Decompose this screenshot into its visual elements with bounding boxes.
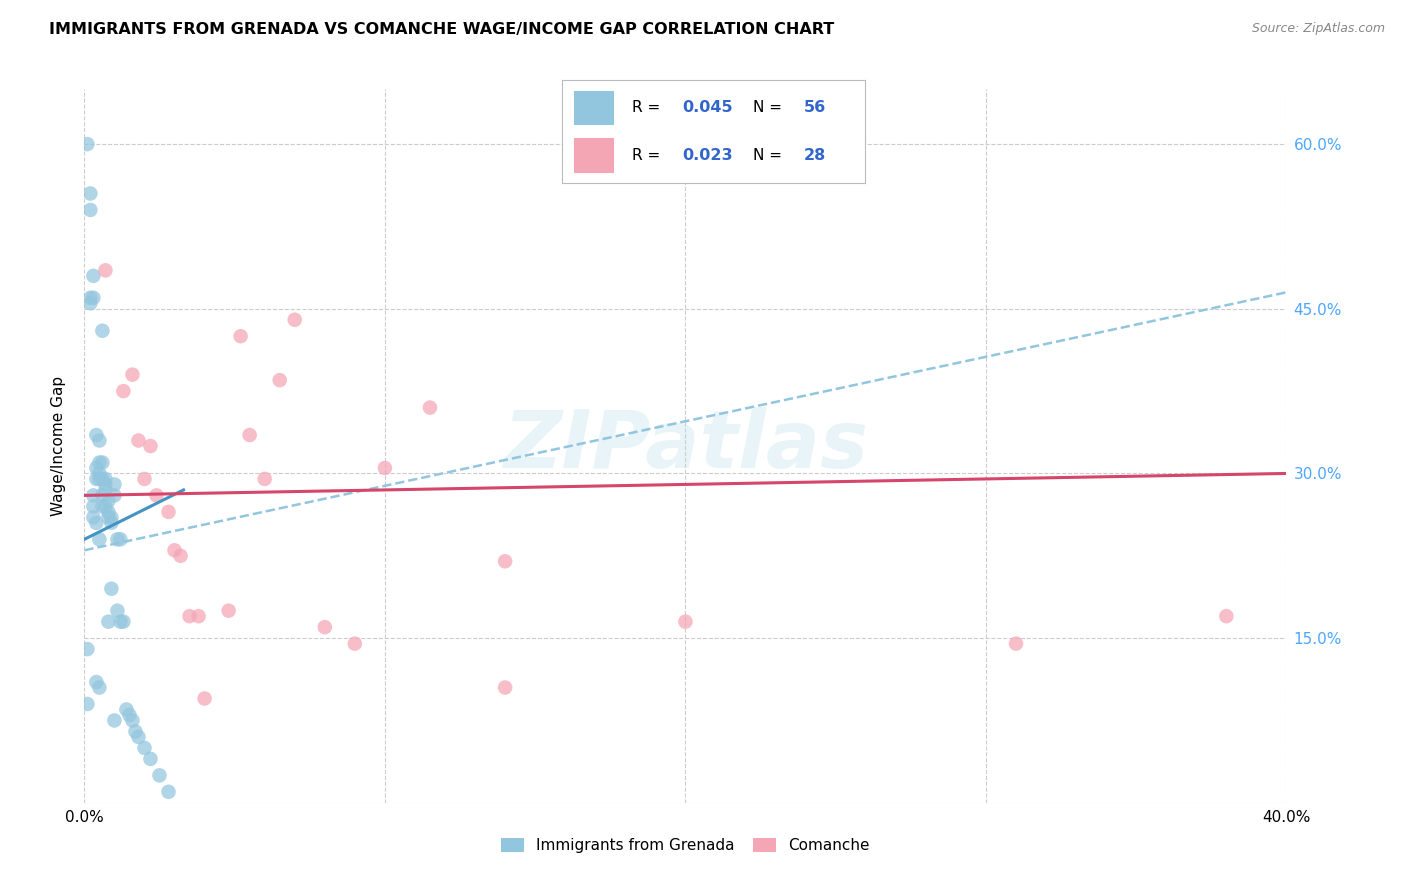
Point <box>253 472 276 486</box>
Point <box>218 604 240 618</box>
Point <box>76 137 98 152</box>
Point <box>139 752 162 766</box>
Point <box>86 428 108 442</box>
FancyBboxPatch shape <box>575 137 614 173</box>
Point <box>79 186 101 201</box>
Point <box>169 549 191 563</box>
Point <box>374 461 396 475</box>
Point <box>89 434 111 448</box>
Point <box>86 461 108 475</box>
Point <box>134 740 156 755</box>
Point <box>112 615 135 629</box>
Point <box>115 702 138 716</box>
Point <box>145 488 167 502</box>
Text: R =: R = <box>631 148 665 162</box>
Point <box>91 488 114 502</box>
Point <box>82 268 104 283</box>
Point <box>118 708 141 723</box>
Point <box>127 730 149 744</box>
Point <box>103 488 125 502</box>
Text: 56: 56 <box>804 101 827 115</box>
Point <box>94 263 117 277</box>
Point <box>112 384 135 398</box>
Point <box>139 439 162 453</box>
Point <box>284 312 307 326</box>
Point <box>127 434 149 448</box>
Point <box>86 472 108 486</box>
Point <box>419 401 441 415</box>
Point <box>107 533 129 547</box>
Point <box>103 714 125 728</box>
Point <box>82 510 104 524</box>
Text: R =: R = <box>631 101 665 115</box>
Point <box>89 472 111 486</box>
Point <box>76 642 98 657</box>
Point <box>86 675 108 690</box>
Point <box>91 455 114 469</box>
Point <box>89 467 111 481</box>
Point <box>107 604 129 618</box>
Y-axis label: Wage/Income Gap: Wage/Income Gap <box>51 376 66 516</box>
Point <box>103 477 125 491</box>
Text: ZIPatlas: ZIPatlas <box>503 407 868 485</box>
Point <box>82 500 104 514</box>
Point <box>89 533 111 547</box>
Point <box>343 637 366 651</box>
Point <box>110 615 132 629</box>
Text: Source: ZipAtlas.com: Source: ZipAtlas.com <box>1251 22 1385 36</box>
Point <box>94 500 117 514</box>
Point <box>229 329 252 343</box>
Point <box>121 368 143 382</box>
Point <box>91 324 114 338</box>
Point <box>94 483 117 497</box>
Point <box>94 472 117 486</box>
Point <box>239 428 262 442</box>
Point <box>194 691 217 706</box>
Text: N =: N = <box>752 101 787 115</box>
Point <box>1215 609 1237 624</box>
Point <box>121 714 143 728</box>
Point <box>157 505 180 519</box>
Text: 28: 28 <box>804 148 827 162</box>
Point <box>79 296 101 310</box>
Point <box>82 488 104 502</box>
Point <box>1005 637 1028 651</box>
Point <box>91 500 114 514</box>
Text: IMMIGRANTS FROM GRENADA VS COMANCHE WAGE/INCOME GAP CORRELATION CHART: IMMIGRANTS FROM GRENADA VS COMANCHE WAGE… <box>49 22 834 37</box>
Point <box>179 609 201 624</box>
Point <box>134 472 156 486</box>
Point <box>269 373 291 387</box>
Legend: Immigrants from Grenada, Comanche: Immigrants from Grenada, Comanche <box>495 831 876 859</box>
Point <box>97 615 120 629</box>
Text: 0.045: 0.045 <box>682 101 733 115</box>
Point <box>124 724 146 739</box>
Point <box>110 533 132 547</box>
FancyBboxPatch shape <box>575 91 614 126</box>
Point <box>76 697 98 711</box>
Point <box>494 554 516 568</box>
Text: 0.023: 0.023 <box>682 148 733 162</box>
Point <box>157 785 180 799</box>
Point <box>148 768 170 782</box>
Point <box>89 455 111 469</box>
Point <box>91 472 114 486</box>
Point <box>82 291 104 305</box>
Point <box>79 291 101 305</box>
Point <box>79 202 101 217</box>
Point <box>97 494 120 508</box>
Point <box>100 582 122 596</box>
Point <box>494 681 516 695</box>
Point <box>86 516 108 530</box>
Point <box>89 681 111 695</box>
Text: N =: N = <box>752 148 787 162</box>
Point <box>94 477 117 491</box>
Point <box>163 543 186 558</box>
Point <box>187 609 209 624</box>
Point <box>100 516 122 530</box>
Point <box>675 615 697 629</box>
Point <box>97 505 120 519</box>
Point <box>100 510 122 524</box>
Point <box>97 510 120 524</box>
Point <box>314 620 336 634</box>
